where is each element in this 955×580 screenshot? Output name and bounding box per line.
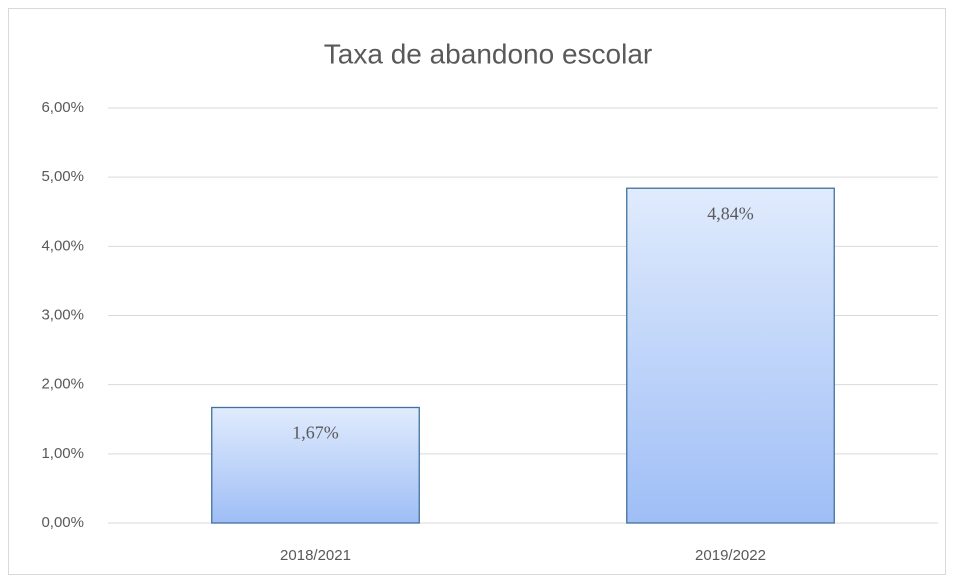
y-tick-label: 4,00% — [41, 237, 84, 254]
y-tick-label: 1,00% — [41, 445, 84, 462]
chart-title: Taxa de abandono escolar — [324, 38, 652, 69]
bar — [626, 187, 835, 524]
y-tick-label: 5,00% — [41, 168, 84, 185]
data-label: 4,84% — [707, 203, 754, 223]
y-tick-label: 6,00% — [41, 99, 84, 116]
y-tick-label: 2,00% — [41, 376, 84, 393]
x-tick-label: 2019/2022 — [695, 547, 766, 564]
bar — [211, 406, 420, 524]
y-tick-label: 0,00% — [41, 514, 84, 531]
data-label: 1,67% — [292, 423, 339, 443]
y-tick-label: 3,00% — [41, 306, 84, 323]
x-tick-label: 2018/2021 — [280, 547, 351, 564]
